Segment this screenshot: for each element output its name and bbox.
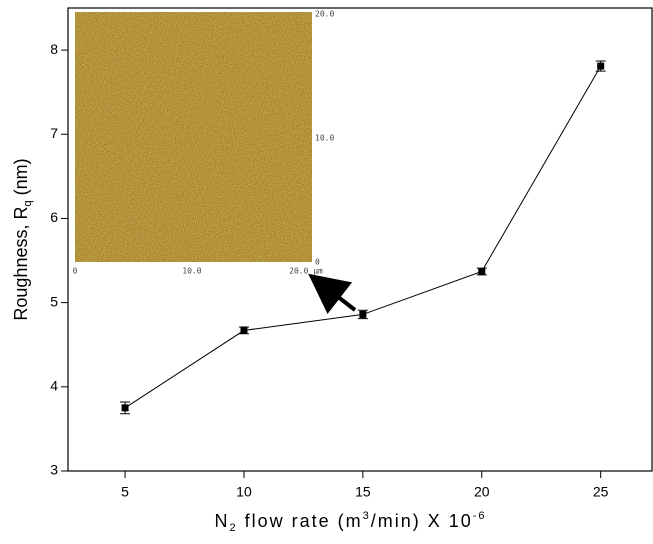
- point: [597, 62, 605, 70]
- point: [478, 267, 486, 275]
- x-axis-label: N2 flow rate (m3/min) X 10-6: [214, 510, 486, 534]
- afm-image: [75, 12, 312, 262]
- y-axis-label-part: (nm): [11, 158, 31, 200]
- y-axis-label: Roughness, Rq (nm): [11, 158, 34, 320]
- y-tick-label: 3: [50, 462, 58, 478]
- y-tick-label: 4: [50, 378, 58, 394]
- x-axis-label-part: 3: [363, 510, 371, 522]
- y-axis-label-part: Roughness, R: [11, 207, 31, 321]
- y-tick-label: 8: [50, 41, 58, 57]
- plot-frame: [67, 7, 653, 472]
- inset-y-label: 10.0: [315, 134, 334, 143]
- point: [121, 404, 129, 412]
- x-tick-label: 15: [355, 484, 371, 500]
- point: [359, 310, 367, 318]
- x-tick-label: 10: [236, 484, 252, 500]
- x-axis-label-part: 2: [229, 522, 237, 534]
- inset-y-label: 0: [315, 258, 320, 267]
- x-tick-label: 5: [121, 484, 129, 500]
- y-tick-label: 7: [50, 125, 58, 141]
- x-axis-label-part: -6: [473, 510, 487, 522]
- x-axis-label-part: N: [214, 511, 229, 531]
- y-tick-label: 6: [50, 209, 58, 225]
- point: [240, 326, 248, 334]
- y-axis-label-part: q: [22, 200, 34, 206]
- x-tick-label: 20: [474, 484, 490, 500]
- x-axis-label-part: /min) X 10: [371, 511, 473, 531]
- x-axis-label-part: flow rate (m: [238, 511, 363, 531]
- inset-x-label: 10.0: [182, 267, 201, 276]
- inset-x-label: 0: [73, 267, 78, 276]
- x-tick-label: 25: [593, 484, 609, 500]
- inset-x-label: 20.0 µm: [289, 267, 323, 276]
- arrow: [308, 273, 357, 315]
- inset-y-label: 20.0: [315, 10, 334, 19]
- y-tick-label: 5: [50, 293, 58, 309]
